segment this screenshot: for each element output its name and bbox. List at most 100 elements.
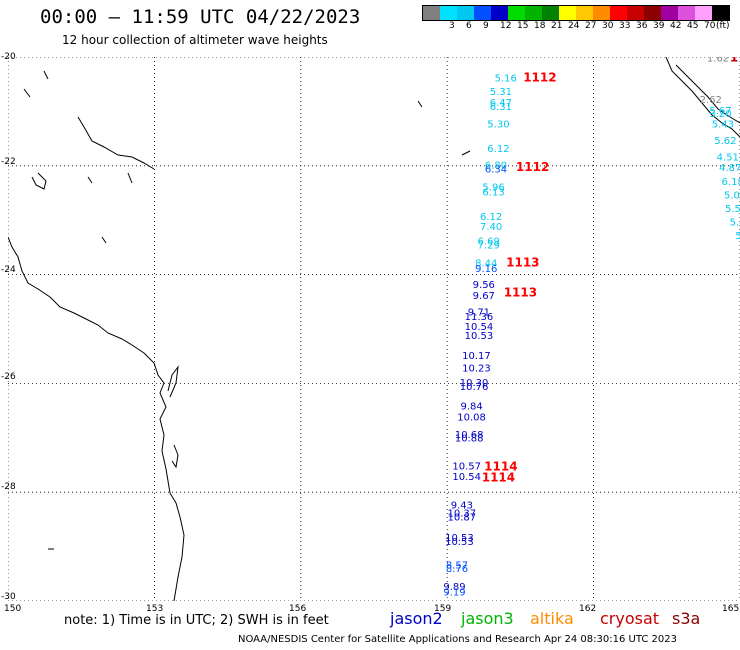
wave-height-label: 9.71 <box>468 307 490 318</box>
wave-height-label: 10.53 <box>445 537 474 548</box>
wave-height-label: 10.30 <box>460 378 489 389</box>
moreton-island <box>171 444 179 469</box>
wave-height-label: 10.54 <box>465 322 494 333</box>
pass-time-label: 1113 <box>504 285 537 299</box>
lon-label-156: 156 <box>289 604 307 614</box>
colorbar-swatch <box>457 6 474 20</box>
colorbar-labels: 3 6 9 12 15 18 21 24 27 30 33 36 39 42 45 70 (ft) <box>422 21 740 33</box>
wave-height-label: 6.69 <box>478 237 500 248</box>
colorbar-swatch <box>712 6 729 20</box>
reef-islet-5 <box>101 236 107 244</box>
satellite-jason2: jason2 <box>390 609 443 628</box>
colorbar-label: 6 <box>466 21 472 31</box>
colorbar-label: 70 <box>704 21 716 31</box>
colorbar-swatch <box>440 6 457 20</box>
colorbar-swatch <box>525 6 542 20</box>
colorbar-label: 21 <box>551 21 563 31</box>
footnote: note: 1) Time is in UTC; 2) SWH is in fe… <box>64 613 329 628</box>
wave-height-label: 10.57 <box>452 461 481 472</box>
pass-time-label: 1 <box>730 57 738 64</box>
wave-height-label: 5 <box>735 231 740 242</box>
satellite-jason3: jason3 <box>461 609 514 628</box>
wave-height-label: 9.43 <box>451 501 473 512</box>
colorbar-swatch <box>491 6 508 20</box>
wave-height-label: 5.30 <box>487 120 509 131</box>
colorbar-label: 42 <box>670 21 682 31</box>
lon-label-150: 150 <box>4 604 22 614</box>
fraser-island <box>167 365 179 398</box>
colorbar-swatch <box>695 6 712 20</box>
wave-height-label: 5.96 <box>482 182 504 193</box>
satellite-altika: altika <box>530 609 574 628</box>
colorbar-label: 45 <box>687 21 699 31</box>
colorbar-swatch <box>576 6 593 20</box>
wave-height-label: 4.51 <box>717 152 739 163</box>
wave-height-label: 11.36 <box>465 312 494 323</box>
colorbar-unit: (ft) <box>716 21 730 31</box>
wave-height-label: 5.4 <box>730 218 740 229</box>
wave-height-label: 5.62 <box>714 136 736 147</box>
wave-height-label: 10.87 <box>448 512 477 523</box>
colorbar-label: 3 <box>449 21 455 31</box>
colorbar-swatch <box>474 6 491 20</box>
lon-label-162: 162 <box>579 604 597 614</box>
wave-height-label: 10.08 <box>457 412 486 423</box>
reef-islet-3 <box>43 70 49 80</box>
satellite-s3a: s3a <box>672 609 701 628</box>
wave-height-label: 1.62 <box>707 57 729 64</box>
colorbar-swatch <box>644 6 661 20</box>
graticule <box>8 57 740 601</box>
wave-height-label: 9.19 <box>443 588 465 599</box>
colorbar-label: 18 <box>534 21 546 31</box>
wave-height-label: 5.58 <box>725 204 740 215</box>
wave-height-label: 8.44 <box>475 258 497 269</box>
wave-height-label: 6.31 <box>490 102 512 113</box>
satellite-cryosat: cryosat <box>600 609 660 628</box>
pass-time-label: 1112 <box>523 70 556 84</box>
wave-height-points: 5.16 5.316.476.31 5.30 6.12 6.806.34 5.966.13… <box>443 57 740 599</box>
colorbar-swatch <box>661 6 678 20</box>
wave-height-label: 5.01 <box>724 190 740 201</box>
wave-height-label: 9.89 <box>443 582 465 593</box>
wave-height-label: 9.84 <box>460 402 482 413</box>
colorbar-swatch <box>423 6 440 20</box>
colorbar-swatch <box>559 6 576 20</box>
colorbar-label: 15 <box>517 21 529 31</box>
wave-height-label: 7.40 <box>480 222 502 233</box>
colorbar-label: 39 <box>653 21 665 31</box>
map-subtitle: 12 hour collection of altimeter wave hei… <box>62 33 328 47</box>
colorbar-label: 36 <box>636 21 648 31</box>
credit-line: NOAA/NESDIS Center for Satellite Applica… <box>238 634 677 645</box>
lon-label-153: 153 <box>146 604 164 614</box>
wave-height-label: 6.34 <box>485 164 507 175</box>
wave-height-label: 10.68 <box>455 430 484 441</box>
wave-height-label: 6.12 <box>487 144 509 155</box>
colorbar-label: 27 <box>585 21 597 31</box>
wave-height-label: 2.62 <box>700 95 722 106</box>
colorbar-swatch <box>508 6 525 20</box>
lon-label-159: 159 <box>434 604 452 614</box>
reef-islet-1 <box>127 172 133 184</box>
wave-height-label: 9.67 <box>473 291 495 302</box>
lat-label-28: -28 <box>1 482 16 492</box>
cape-coast <box>77 116 155 170</box>
pass-time-label: 1112 <box>516 160 549 174</box>
reef-islet-7 <box>417 100 423 108</box>
colorbar-swatch <box>678 6 695 20</box>
wave-height-label: 10.88 <box>455 434 484 445</box>
wave-height-label: 9.16 <box>475 264 497 275</box>
new-caledonia-coast-2 <box>675 64 740 124</box>
wave-height-label: 10.37 <box>448 509 477 520</box>
wave-height-label: 6.12 <box>480 212 502 223</box>
pass-time-label: 1114 <box>482 470 515 484</box>
wave-height-label: 10.23 <box>462 363 491 374</box>
wave-height-label: 6.13 <box>482 188 504 199</box>
wave-height-label: 10.53 <box>445 533 474 544</box>
wave-height-label: 6.80 <box>485 161 507 172</box>
whitsunday-coast <box>31 172 47 190</box>
reef-islet-4 <box>23 88 31 98</box>
colorbar-swatch <box>627 6 644 20</box>
wave-height-label: 7.29 <box>478 240 500 251</box>
wave-height-label: 10.17 <box>462 351 491 362</box>
wave-height-label: 5.67 <box>709 106 731 117</box>
